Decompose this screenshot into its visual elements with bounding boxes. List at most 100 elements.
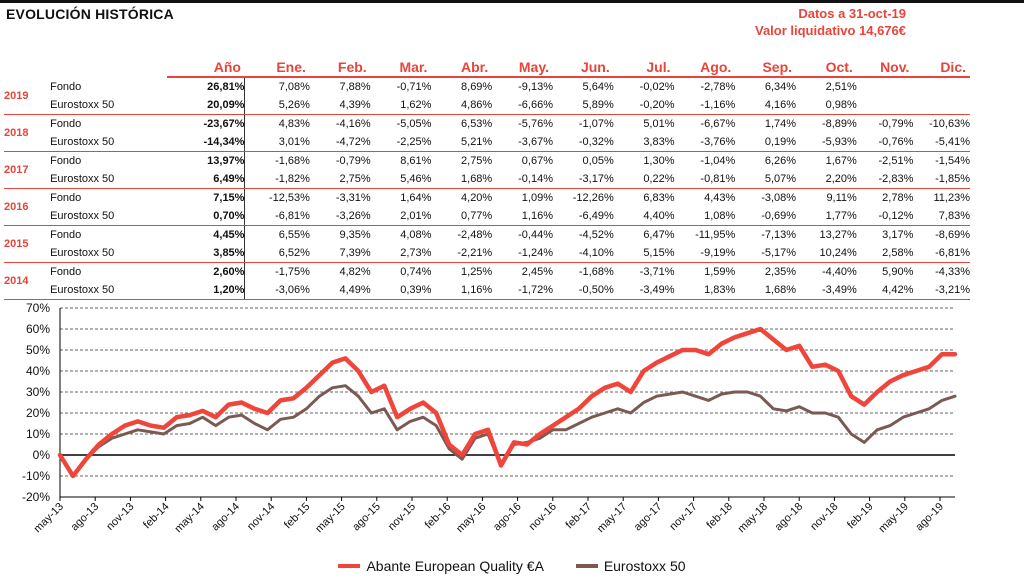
- monthly-return: 0,74%: [400, 266, 432, 278]
- table-row: 2017 Fondo 13,97% -1,68% -0,79% 8,61% 2,75% 0,6…: [4, 151, 970, 189]
- monthly-return: 11,23%: [933, 192, 971, 204]
- y-tick-label: 70%: [26, 301, 50, 315]
- monthly-return: [913, 96, 970, 115]
- x-tick-label: may-18: [736, 501, 770, 535]
- month-header: Sep.: [735, 57, 797, 78]
- table-header-row: Año Ene. Feb. Mar. Abr. May. Jun. Jul. A…: [4, 57, 970, 78]
- annual-return: 7,15%: [167, 188, 246, 207]
- monthly-return: -5,93%: [796, 133, 857, 152]
- annual-return: 26,81%: [167, 77, 246, 96]
- annual-return: 13,97%: [167, 151, 246, 170]
- monthly-return: 0,39%: [370, 281, 432, 300]
- monthly-return: [856, 96, 914, 115]
- monthly-return: 6,83%: [643, 192, 675, 204]
- monthly-return: 4,49%: [309, 281, 371, 300]
- y-tick-label: 60%: [26, 322, 50, 336]
- monthly-return: 6,26%: [764, 155, 797, 167]
- monthly-return: -2,25%: [370, 133, 432, 152]
- performance-chart: -20%-10%0%10%20%30%40%50%60%70%may-13 ago…: [22, 301, 958, 535]
- monthly-return: -0,76%: [856, 133, 914, 152]
- month-header: Ene.: [244, 57, 310, 78]
- monthly-return: -0,20%: [613, 96, 675, 115]
- monthly-return: -1,54%: [935, 155, 970, 167]
- monthly-return: 4,16%: [735, 96, 797, 115]
- monthly-return: -8,89%: [821, 118, 857, 130]
- month-header: Dic.: [913, 57, 970, 78]
- y-tick-label: 20%: [26, 406, 50, 420]
- legend-item-fund: Abante European Quality €A: [338, 558, 544, 574]
- monthly-return: 0,05%: [582, 155, 614, 167]
- monthly-return: -3,21%: [913, 281, 970, 300]
- monthly-return: 4,82%: [339, 266, 371, 278]
- y-tick-label: 10%: [26, 427, 50, 441]
- monthly-return: 1,68%: [735, 281, 797, 300]
- monthly-return: -7,13%: [761, 229, 797, 241]
- monthly-return: -10,63%: [929, 118, 970, 130]
- monthly-return: -1,68%: [578, 266, 614, 278]
- year-label: 2017: [4, 151, 51, 189]
- monthly-return: -4,16%: [335, 118, 371, 130]
- monthly-return: 4,43%: [704, 192, 736, 204]
- monthly-return: 1,08%: [674, 207, 736, 226]
- monthly-return: -5,76%: [518, 118, 553, 130]
- year-label: 2018: [4, 114, 51, 152]
- table-row: 2019 Fondo 26,81% 7,08% 7,88% -0,71% 8,69% -9,1…: [4, 77, 970, 115]
- x-tick-label: ago-14: [209, 501, 242, 534]
- monthly-return: 5,07%: [735, 170, 797, 189]
- monthly-return: 7,39%: [309, 244, 371, 263]
- annual-return: 0,70%: [167, 207, 246, 226]
- monthly-return: -0,69%: [735, 207, 797, 226]
- month-header: Mar.: [370, 57, 432, 78]
- monthly-return: -9,19%: [674, 244, 736, 263]
- monthly-return: 10,24%: [796, 244, 857, 263]
- monthly-return: -1,07%: [578, 118, 614, 130]
- monthly-return: 6,52%: [244, 244, 310, 263]
- x-tick-label: feb-17: [564, 501, 595, 532]
- monthly-return: -3,49%: [613, 281, 675, 300]
- top-rule: [0, 0, 1024, 3]
- month-header: Jun.: [552, 57, 614, 78]
- monthly-return: 4,86%: [431, 96, 493, 115]
- table-row: 2018 Fondo -23,67% 4,83% -4,16% -5,05% 6,53% -5…: [4, 114, 970, 152]
- x-tick-label: may-13: [32, 501, 66, 535]
- monthly-return: 1,16%: [492, 207, 553, 226]
- monthly-return: 1,83%: [674, 281, 736, 300]
- monthly-return: -2,21%: [431, 244, 493, 263]
- annual-return: 2,60%: [167, 262, 246, 281]
- table-row: Eurostoxx 50 1,20% -3,06% 4,49% 0,39% 1,16% -1…: [4, 281, 970, 300]
- table-row: Eurostoxx 50 -14,34% 3,01% -4,72% -2,25% 5,21…: [4, 133, 970, 152]
- year-label: 2014: [4, 262, 51, 300]
- monthly-return: 1,67%: [825, 155, 857, 167]
- x-tick-label: may-16: [454, 501, 488, 535]
- table-row: Eurostoxx 50 20,09% 5,26% 4,39% 1,62% 4,86% -6…: [4, 96, 970, 115]
- x-tick-label: may-14: [172, 501, 206, 535]
- monthly-return: 2,35%: [764, 266, 797, 278]
- monthly-return: 2,20%: [796, 170, 857, 189]
- monthly-return: -0,71%: [396, 81, 432, 93]
- legend-swatch-index: [575, 564, 598, 568]
- monthly-return: 5,21%: [431, 133, 493, 152]
- month-header: Nov.: [856, 57, 914, 78]
- fund-series-line: [57, 326, 958, 479]
- monthly-return: -0,50%: [552, 281, 614, 300]
- monthly-return: -0,81%: [674, 170, 736, 189]
- monthly-return: -2,48%: [457, 229, 493, 241]
- month-header: Feb.: [309, 57, 371, 78]
- series-name: Fondo: [50, 229, 82, 241]
- x-tick-label: feb-16: [423, 501, 454, 532]
- monthly-return: 6,55%: [278, 229, 310, 241]
- monthly-return: 2,78%: [882, 192, 914, 204]
- monthly-return: 4,08%: [400, 229, 432, 241]
- series-name: Eurostoxx 50: [50, 170, 168, 189]
- series-name: Eurostoxx 50: [50, 281, 168, 300]
- monthly-return: 5,01%: [643, 118, 675, 130]
- table-body: 2019 Fondo 26,81% 7,08% 7,88% -0,71% 8,69% -9,1…: [4, 77, 970, 300]
- monthly-return: -0,79%: [335, 155, 371, 167]
- monthly-return: -3,17%: [552, 170, 614, 189]
- x-tick-label: ago-18: [773, 501, 806, 534]
- monthly-return: -4,33%: [935, 266, 970, 278]
- monthly-return: 1,25%: [461, 266, 493, 278]
- monthly-return: 1,30%: [643, 155, 675, 167]
- monthly-return: -1,16%: [674, 96, 736, 115]
- monthly-return: -1,24%: [492, 244, 553, 263]
